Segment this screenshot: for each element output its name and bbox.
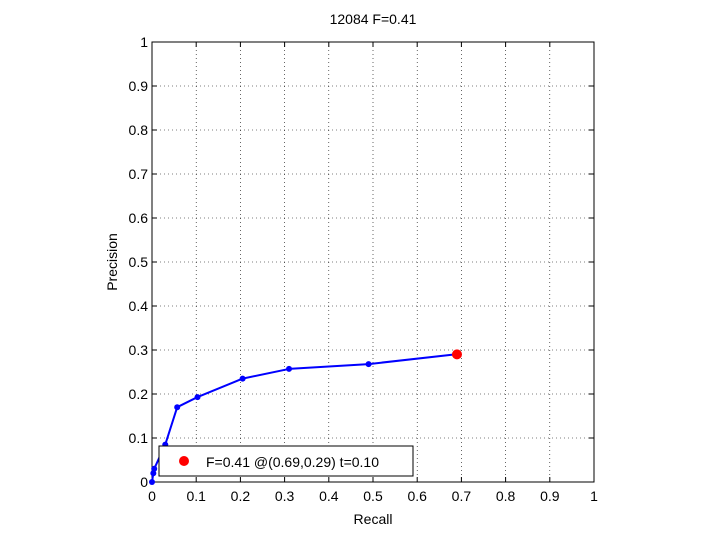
- plot-frame: [151, 41, 595, 483]
- x-tick-label: 0: [148, 488, 156, 504]
- x-tick-label: 0.2: [231, 488, 251, 504]
- y-tick-labels: 0 0.1 0.2 0.3 0.4 0.5 0.6 0.7 0.8 0.9 1: [129, 34, 149, 490]
- x-tick-label: 0.8: [496, 488, 516, 504]
- chart-title: 12084 F=0.41: [330, 11, 417, 27]
- y-tick-label: 0.2: [129, 386, 149, 402]
- legend: F=0.41 @(0.69,0.29) t=0.10: [158, 445, 414, 477]
- y-tick-label: 0.3: [129, 342, 149, 358]
- x-tick-label: 1: [590, 488, 598, 504]
- legend-marker: [179, 456, 189, 466]
- series-point: [151, 465, 158, 472]
- y-tick-label: 0.1: [129, 430, 149, 446]
- series-point: [286, 365, 293, 372]
- y-tick-label: 0.4: [129, 298, 149, 314]
- series-point: [174, 404, 181, 411]
- x-tick-label: 0.6: [407, 488, 427, 504]
- y-tick-label: 1: [140, 34, 148, 50]
- x-tick-labels: 0 0.1 0.2 0.3 0.4 0.5 0.6 0.7 0.8 0.9 1: [148, 488, 598, 504]
- series-point: [365, 361, 372, 368]
- grid-lines: [152, 42, 594, 482]
- y-tick-label: 0.8: [129, 122, 149, 138]
- y-tick-label: 0.9: [129, 78, 149, 94]
- legend-box: [158, 445, 414, 477]
- y-tick-label: 0.5: [129, 254, 149, 270]
- y-tick-label: 0: [140, 474, 148, 490]
- x-tick-label: 0.4: [319, 488, 339, 504]
- x-tick-label: 0.3: [275, 488, 295, 504]
- x-axis-label: Recall: [354, 511, 393, 527]
- series-point: [149, 479, 155, 485]
- series-point: [239, 375, 246, 382]
- x-tick-label: 0.5: [363, 488, 383, 504]
- y-tick-label: 0.7: [129, 166, 149, 182]
- y-axis-label: Precision: [104, 233, 120, 291]
- series-point: [194, 394, 201, 401]
- x-tick-label: 0.7: [452, 488, 472, 504]
- y-tick-label: 0.6: [129, 210, 149, 226]
- x-tick-label: 0.9: [540, 488, 560, 504]
- x-tick-label: 0.1: [186, 488, 206, 504]
- series-layer: [149, 349, 462, 485]
- best-f-point: [451, 349, 462, 360]
- legend-label: F=0.41 @(0.69,0.29) t=0.10: [206, 454, 379, 470]
